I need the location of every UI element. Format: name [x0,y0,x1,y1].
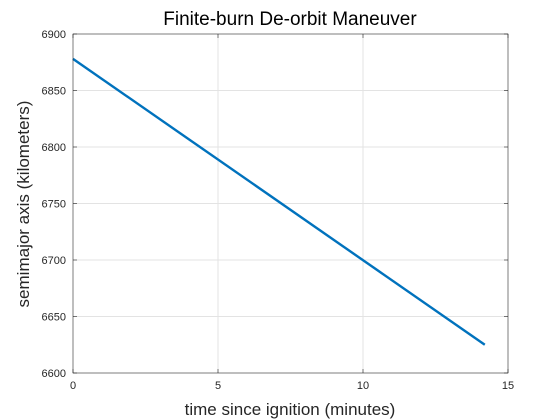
x-tick-label: 0 [70,380,76,392]
x-tick-label: 5 [215,380,221,392]
x-tick-labels: 0 5 10 15 [70,380,514,392]
y-tick-label: 6650 [42,312,66,324]
series-line [72,57,486,346]
y-axis-label: semimajor axis (kilometers) [14,101,33,308]
x-axis-label: time since ignition (minutes) [185,400,396,419]
y-tick-label: 6700 [42,255,66,267]
x-tick-label: 15 [502,380,514,392]
tick-marks [72,33,509,374]
y-tick-label: 6850 [42,86,66,98]
grid-lines [73,34,508,373]
y-tick-label: 6750 [42,199,66,211]
y-tick-label: 6800 [42,142,66,154]
y-tick-label: 6900 [42,29,66,41]
x-tick-label: 10 [357,380,369,392]
chart-title: Finite-burn De-orbit Maneuver [163,9,417,30]
series-layer [72,57,486,346]
y-tick-labels: 6600 6650 6700 6750 6800 6850 6900 [42,29,66,380]
y-tick-label: 6600 [42,368,66,380]
